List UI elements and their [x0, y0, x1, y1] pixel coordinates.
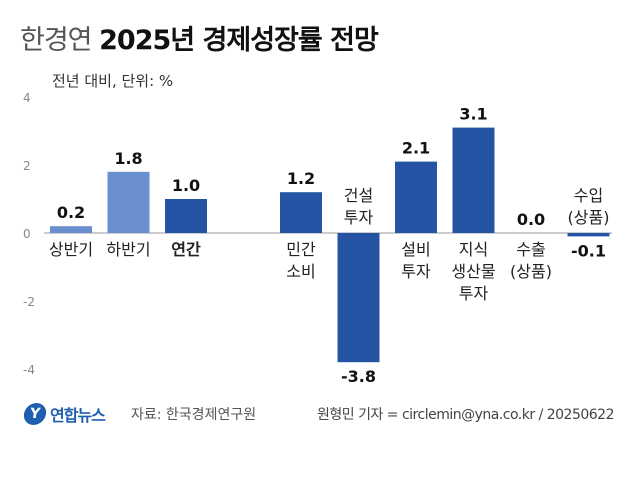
y-tick-label: -2: [23, 295, 35, 309]
category-label: 하반기: [106, 240, 150, 259]
category-label: 지식: [459, 240, 488, 259]
data-label: 0.0: [517, 210, 545, 229]
data-label: 1.0: [172, 176, 200, 195]
data-label: -3.8: [341, 367, 376, 386]
category-label: 수출: [516, 240, 545, 259]
category-label: 소비: [286, 262, 315, 281]
category-label: 투자: [459, 284, 489, 303]
category-label: 수입: [574, 186, 603, 205]
y-tick-label: 0: [23, 227, 31, 241]
data-label: 1.8: [114, 149, 142, 168]
y-tick-label: 4: [23, 91, 31, 105]
bar: [567, 233, 610, 237]
bar: [337, 233, 380, 363]
yonhap-logo: Y 연합뉴스: [22, 402, 106, 426]
category-label: 민간: [286, 240, 316, 259]
title-main: 2025년 경제성장률 전망: [99, 25, 379, 56]
bar: [107, 171, 150, 233]
y-tick-label: -4: [23, 363, 35, 377]
category-label: (상품): [568, 208, 610, 227]
chart-title: 한경연 2025년 경제성장률 전망: [20, 18, 379, 57]
category-label: 투자: [401, 262, 431, 281]
credit-text: 원형민 기자 = circlemin@yna.co.kr / 20250622: [316, 407, 615, 423]
category-label: 상반기: [49, 240, 93, 259]
bar: [452, 127, 495, 233]
category-label: 건설: [344, 186, 373, 205]
unit-label: 전년 대비, 단위: %: [52, 72, 174, 90]
bar: [280, 192, 322, 233]
yonhap-logo-icon: Y: [22, 403, 48, 425]
category-label: 설비: [401, 240, 430, 259]
source-text: 자료: 한국경제연구원: [131, 407, 257, 423]
bar: [50, 226, 92, 233]
category-label: 연간: [171, 240, 201, 259]
data-label: -0.1: [571, 241, 606, 260]
data-label: 3.1: [459, 105, 487, 124]
bar: [395, 161, 437, 233]
data-label: 2.1: [402, 139, 430, 158]
title-source: 한경연: [20, 25, 93, 56]
data-label: 0.2: [57, 203, 85, 222]
category-label: 생산물: [451, 262, 495, 281]
category-label: (상품): [510, 262, 552, 281]
data-label: 1.2: [287, 169, 315, 188]
y-tick-label: 2: [23, 159, 31, 173]
category-label: 투자: [344, 208, 374, 227]
footer: Y 연합뉴스 자료: 한국경제연구원 원형민 기자 = circlemin@yn…: [0, 398, 640, 438]
bar: [165, 199, 207, 233]
logo-text: 연합뉴스: [50, 406, 106, 425]
